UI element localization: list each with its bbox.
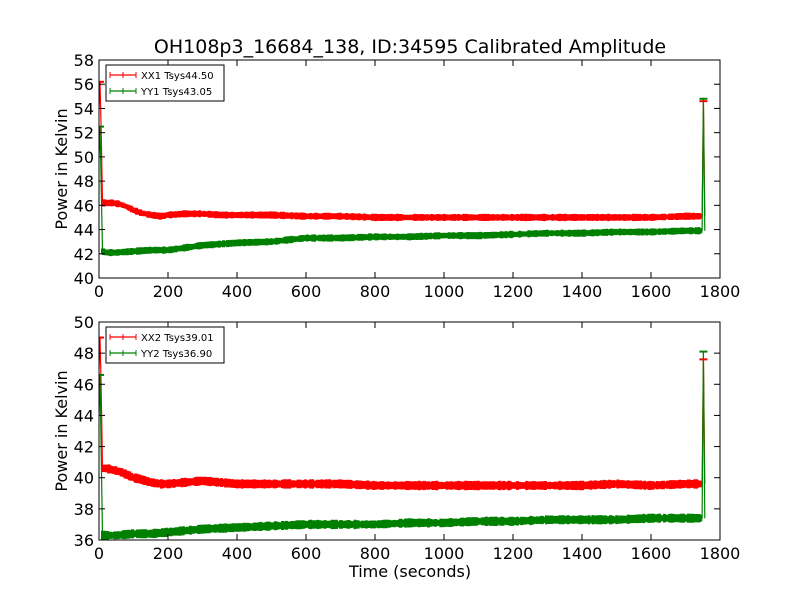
legend-label: XX2 Tsys39.01 [141, 333, 214, 344]
y-axis-label: Power in Kelvin [52, 108, 71, 229]
y-tick-label: 52 [74, 124, 94, 143]
x-axis-label: Time (seconds) [348, 562, 471, 581]
series-0 [99, 80, 708, 222]
legend-box [105, 64, 225, 102]
y-tick-label: 54 [74, 99, 94, 118]
bottom-panel: 0 200 400 600 800 1000 1200 1400 1600 1800 36 38 40 4… [52, 313, 740, 563]
series-noise [101, 199, 703, 222]
series-line [99, 81, 706, 218]
x-tick-label: 600 [291, 282, 322, 301]
x-tick-label: 1800 [700, 282, 741, 301]
y-tick-label: 40 [74, 269, 94, 288]
y-tick-label: 42 [74, 245, 94, 264]
legend: XX1 Tsys44.50 YY1 Tsys43.05 [105, 64, 225, 102]
legend-label: YY1 Tsys43.05 [140, 87, 212, 98]
x-tick-label: 1600 [631, 282, 672, 301]
series-noise [101, 513, 703, 540]
x-tick-label: 200 [153, 282, 184, 301]
y-tick-label: 38 [74, 500, 94, 519]
x-tick-label: 600 [291, 544, 322, 563]
y-tick-label: 48 [74, 344, 94, 363]
x-tick-label: 800 [360, 282, 391, 301]
x-tick-label: 1200 [493, 544, 534, 563]
x-tick-label: 800 [360, 544, 391, 563]
x-tick-label: 400 [222, 544, 253, 563]
series-line [99, 351, 706, 536]
x-tick-label: 1400 [562, 544, 603, 563]
y-tick-label: 44 [74, 221, 94, 240]
legend-box [105, 326, 225, 364]
y-tick-label: 46 [74, 196, 94, 215]
x-tick-label: 200 [153, 544, 184, 563]
x-tick-label: 1600 [631, 544, 672, 563]
x-tick-label: 1000 [424, 282, 465, 301]
y-axis-label: Power in Kelvin [52, 370, 71, 491]
y-tick-label: 42 [74, 438, 94, 457]
legend-label: XX1 Tsys44.50 [141, 71, 214, 82]
y-tick-label: 50 [74, 313, 94, 332]
plot-frame [98, 59, 721, 279]
series-2 [99, 336, 708, 491]
y-tick-label: 50 [74, 148, 94, 167]
x-tick-label: 1000 [424, 544, 465, 563]
y-tick-label: 48 [74, 172, 94, 191]
x-tick-label: 0 [94, 282, 104, 301]
series-noise [101, 227, 703, 257]
x-tick-label: 400 [222, 282, 253, 301]
legend: XX2 Tsys39.01 YY2 Tsys36.90 [105, 326, 225, 364]
y-tick-label: 46 [74, 375, 94, 394]
x-tick-label: 1800 [700, 544, 741, 563]
top-panel: 0 200 400 600 800 1000 1200 1400 1600 1800 40 42 44 4… [52, 51, 740, 301]
y-tick-label: 40 [74, 469, 94, 488]
x-tick-label: 1400 [562, 282, 603, 301]
series-1 [99, 97, 708, 257]
x-tick-label: 0 [94, 544, 104, 563]
legend-label: YY2 Tsys36.90 [140, 349, 212, 360]
series-noise [101, 464, 703, 491]
y-tick-label: 36 [74, 531, 94, 550]
y-tick-label: 44 [74, 406, 94, 425]
y-tick-label: 56 [74, 75, 94, 94]
plot-frame [98, 321, 721, 541]
y-tick-label: 58 [74, 51, 94, 70]
x-tick-label: 1200 [493, 282, 534, 301]
chart-title: OH108p3_16684_138, ID:34595 Calibrated A… [154, 36, 666, 58]
series-3 [99, 350, 708, 540]
